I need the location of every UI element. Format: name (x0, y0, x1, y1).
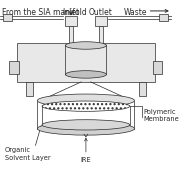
Ellipse shape (65, 71, 107, 78)
Ellipse shape (65, 42, 107, 49)
Bar (17, 43, 155, 82)
Bar (26, 82, 33, 96)
Bar (153, 61, 162, 74)
Ellipse shape (37, 122, 135, 135)
Text: From the SIA manifold: From the SIA manifold (2, 8, 87, 17)
Bar (3, 14, 12, 21)
Text: Organic
Solvent Layer: Organic Solvent Layer (5, 147, 50, 161)
Bar (9, 61, 19, 74)
Ellipse shape (42, 101, 130, 111)
Text: IRE: IRE (81, 157, 91, 163)
Text: Inlet: Inlet (62, 8, 79, 17)
Bar (159, 14, 168, 21)
Bar (69, 26, 73, 45)
Bar (98, 26, 103, 45)
Text: Waste: Waste (124, 8, 148, 17)
Text: Polymeric
Membrane: Polymeric Membrane (144, 109, 180, 122)
Ellipse shape (42, 120, 130, 130)
Bar (65, 16, 77, 26)
Text: Outlet: Outlet (89, 8, 113, 17)
Bar (95, 16, 107, 26)
Bar (139, 82, 146, 96)
Ellipse shape (37, 94, 135, 107)
